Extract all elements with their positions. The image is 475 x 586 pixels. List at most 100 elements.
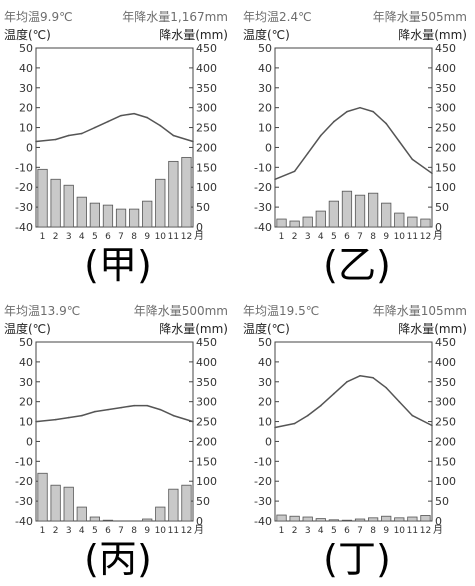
precip-bar xyxy=(302,516,313,522)
temperature-point xyxy=(159,124,162,127)
month-label: 8 xyxy=(370,232,376,242)
temperature-point xyxy=(274,178,276,181)
temp-tick-label: -10 xyxy=(15,455,33,468)
precip-tick-label: 200 xyxy=(435,141,456,154)
precip-tick-label: 350 xyxy=(196,376,217,389)
temp-tick-label: 0 xyxy=(26,435,33,448)
precip-tick-label: 100 xyxy=(435,181,456,194)
temp-tick-label: 10 xyxy=(258,122,272,135)
temp-tick-label: 10 xyxy=(19,416,33,429)
temp-tick-label: 50 xyxy=(19,336,33,349)
precip-bar xyxy=(37,168,48,228)
month-label: 10 xyxy=(155,526,167,536)
month-label: 2 xyxy=(292,232,298,242)
temp-tick-label: -30 xyxy=(254,495,272,508)
temp-axis-title: 温度(℃) xyxy=(243,28,290,42)
month-unit-label: 月 xyxy=(433,524,443,536)
precip-tick-label: 150 xyxy=(435,455,456,468)
month-label: 5 xyxy=(92,232,98,242)
month-unit-label: 月 xyxy=(194,524,204,536)
precip-tick-label: 450 xyxy=(196,336,217,349)
month-label: 1 xyxy=(40,232,46,242)
precip-bar xyxy=(129,208,140,228)
temperature-point xyxy=(319,134,322,137)
precip-tick-label: 400 xyxy=(435,356,456,369)
month-label: 9 xyxy=(383,232,389,242)
month-label: 2 xyxy=(292,526,298,536)
temperature-point xyxy=(359,106,361,109)
temp-tick-label: -20 xyxy=(15,181,33,194)
precip-tick-label: 450 xyxy=(435,336,456,349)
temperature-point xyxy=(293,170,296,173)
precip-tick-label: 50 xyxy=(196,201,210,214)
temp-tick-label: 50 xyxy=(19,42,33,55)
month-label: 6 xyxy=(105,526,111,536)
temperature-point xyxy=(54,138,57,141)
precip-bar xyxy=(155,506,166,522)
temperature-point xyxy=(35,420,37,423)
temp-tick-label: 40 xyxy=(258,62,272,75)
precip-bar xyxy=(368,517,379,522)
plot-frame xyxy=(35,341,194,522)
month-label: 11 xyxy=(168,526,179,536)
temperature-line xyxy=(274,106,433,180)
precip-tick-label: 50 xyxy=(435,495,449,508)
temp-tick-label: 30 xyxy=(258,376,272,389)
temperature-point xyxy=(54,418,57,421)
temp-tick-label: 40 xyxy=(258,356,272,369)
temp-tick-label: -40 xyxy=(15,515,33,528)
month-label: 10 xyxy=(394,526,406,536)
temperature-point xyxy=(385,386,388,389)
month-label: 3 xyxy=(66,232,72,242)
temperature-point xyxy=(80,132,83,135)
precip-bar xyxy=(341,519,353,522)
temp-tick-label: -30 xyxy=(254,201,272,214)
month-label: 4 xyxy=(79,232,85,242)
precip-bar xyxy=(328,200,339,228)
precip-tick-label: 200 xyxy=(196,435,217,448)
panel-label: (甲) xyxy=(84,243,152,287)
precip-tick-label: 400 xyxy=(435,62,456,75)
month-label: 5 xyxy=(331,526,337,536)
temp-tick-label: 10 xyxy=(258,416,272,429)
temperature-point xyxy=(192,420,194,423)
precip-bar xyxy=(381,202,392,228)
precip-bar xyxy=(89,516,100,522)
month-label: 11 xyxy=(407,526,418,536)
plot-frame xyxy=(274,47,433,228)
temperature-point xyxy=(274,426,276,429)
precip-bar xyxy=(115,208,127,228)
temperature-line xyxy=(35,112,194,143)
temp-axis-title: 温度(℃) xyxy=(243,322,290,336)
precip-tick-label: 0 xyxy=(196,515,203,528)
month-label: 10 xyxy=(155,232,167,242)
annual-temp-text: 年均温2.4℃ xyxy=(243,10,312,24)
precip-bar xyxy=(394,212,405,228)
annual-precip-text: 年降水量505mm xyxy=(372,10,467,24)
temp-tick-label: 50 xyxy=(258,336,272,349)
precip-tick-label: 450 xyxy=(435,42,456,55)
precip-bar xyxy=(420,218,431,228)
temperature-point xyxy=(146,404,149,407)
panel-label: (丁) xyxy=(323,537,391,581)
precip-bar xyxy=(76,506,87,522)
precip-bar xyxy=(181,484,192,522)
precip-bar xyxy=(302,216,313,228)
month-label: 12 xyxy=(181,526,192,536)
month-label: 11 xyxy=(168,232,179,242)
month-label: 1 xyxy=(40,526,46,536)
precip-tick-label: 350 xyxy=(196,82,217,95)
annual-precip-text: 年降水量1,167mm xyxy=(122,10,228,24)
precip-bar xyxy=(407,516,418,522)
month-label: 4 xyxy=(318,526,324,536)
precip-bar xyxy=(276,514,287,522)
month-label: 3 xyxy=(66,526,72,536)
temperature-point xyxy=(94,126,96,129)
precip-tick-label: 100 xyxy=(196,475,217,488)
annual-temp-text: 年均温9.9℃ xyxy=(4,10,73,24)
temperature-point xyxy=(146,116,149,119)
temperature-line xyxy=(274,375,433,429)
temperature-point xyxy=(346,110,348,113)
precip-tick-label: 50 xyxy=(196,495,210,508)
precip-bar xyxy=(407,216,418,228)
